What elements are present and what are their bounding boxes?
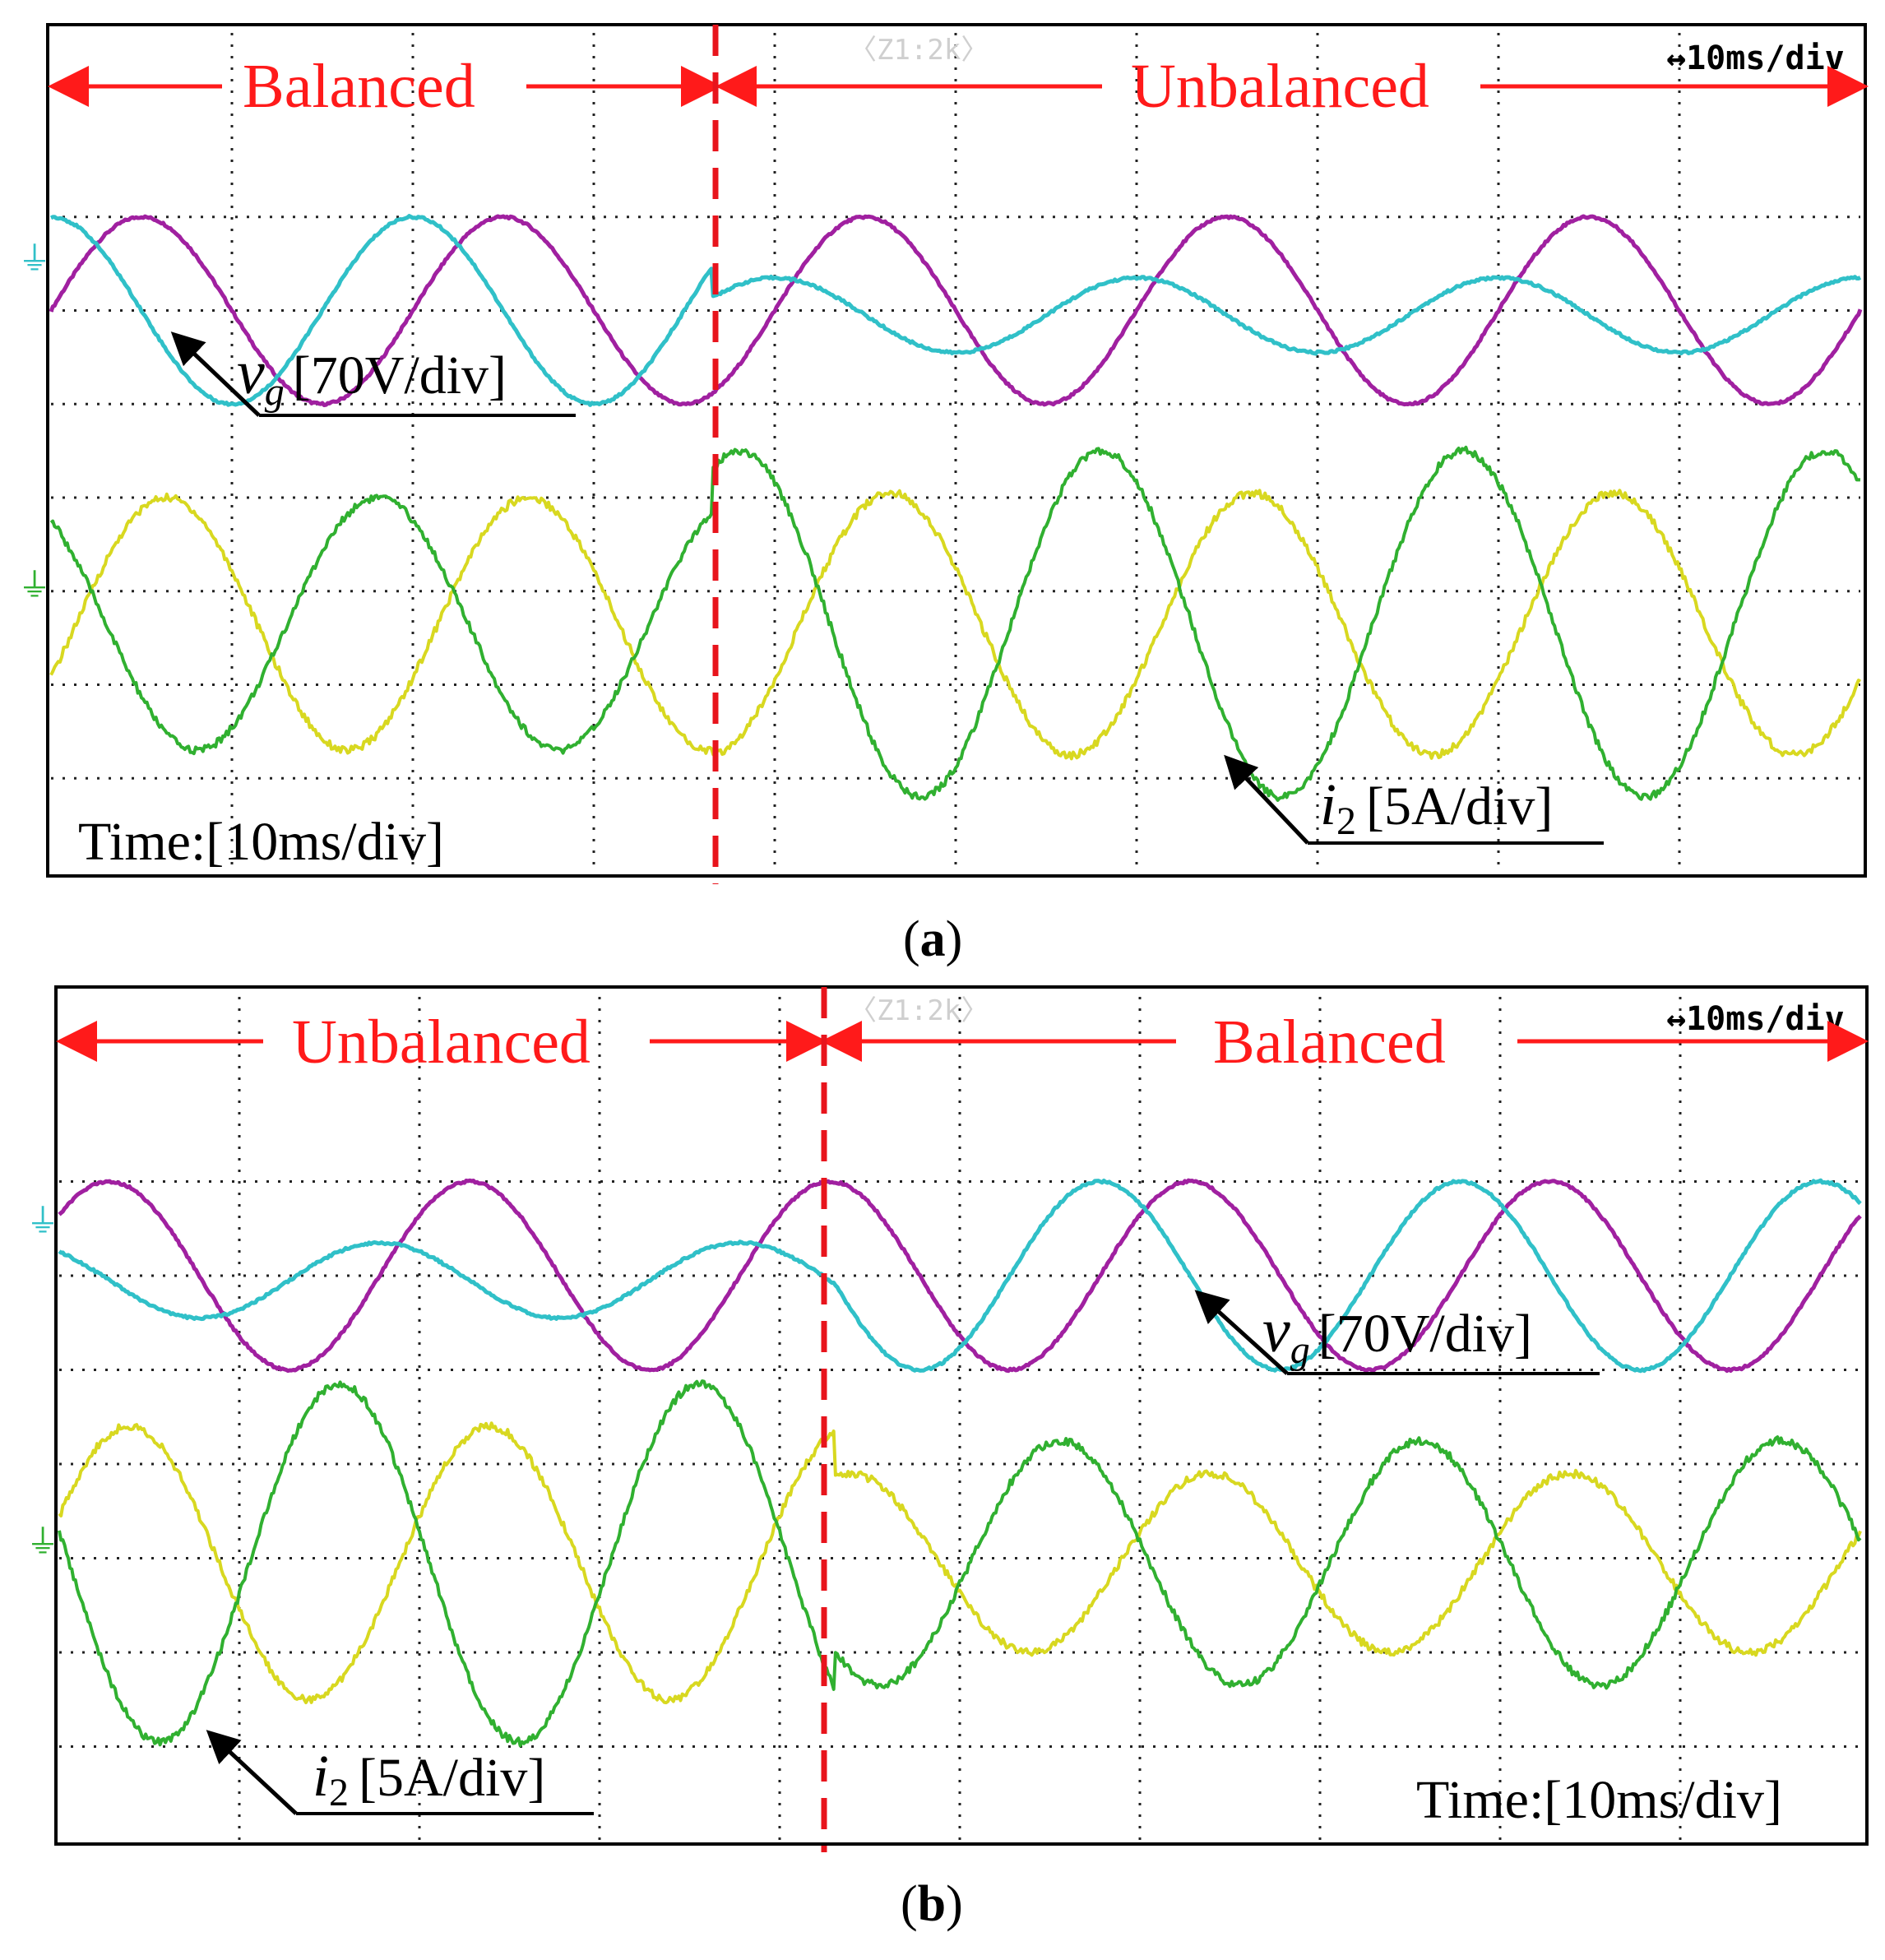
panel-a-vg-pointer	[170, 331, 261, 417]
panel-a-scale-header: ↔10ms/div	[1666, 39, 1845, 77]
panel-b: ⏚ ⏚ 〈Z1:2k〉 ↔10ms/div Unbalanced Balance…	[26, 985, 1869, 1852]
panel-b-ground-marker-voltage: ⏚	[26, 1202, 59, 1240]
panel-b-frame	[54, 985, 1869, 1846]
panel-b-zoom-header: 〈Z1:2k〉	[849, 994, 989, 1027]
panel-b-scale-header: ↔10ms/div	[1666, 1000, 1845, 1038]
panel-a-vg-label: vg [70V/div]	[237, 338, 507, 414]
panel-b-trace-vg-phase-1	[58, 1178, 1862, 1374]
panel-b-region-label-balanced: Balanced	[1213, 1008, 1446, 1077]
panel-a: ⏚ ⏚ 〈Z1:2k〉 ↔10ms/div Balanced Unbalance…	[18, 23, 1869, 884]
panel-a-ground-marker-current: ⏚	[18, 567, 51, 605]
panel-a-trace-vg-phase-2	[49, 214, 1862, 407]
panel-b-i2-label: i2 [5A/div]	[313, 1743, 545, 1814]
panel-a-grid	[51, 33, 1860, 872]
panel-a-region-label-unbalanced: Unbalanced	[1131, 52, 1429, 121]
panel-a-traces	[49, 214, 1863, 802]
panel-a-time-label: Time:[10ms/div]	[78, 812, 444, 872]
panel-a-ground-marker-voltage: ⏚	[18, 240, 51, 278]
panel-b-trace-vg-phase-2	[58, 1178, 1862, 1374]
panel-a-frame	[46, 23, 1867, 878]
panel-a-trace-i2-phase-1	[49, 489, 1862, 761]
panel-b-grid	[59, 997, 1860, 1841]
panel-b-trace-i2-phase-2	[58, 1379, 1862, 1748]
panel-a-trace-i2-phase-2	[49, 445, 1861, 802]
panel-a-trace-vg-phase-1	[49, 214, 1863, 408]
panel-b-time-label: Time:[10ms/div]	[1416, 1770, 1782, 1830]
panel-a-zoom-header: 〈Z1:2k〉	[849, 34, 989, 67]
panel-a-caption: (a)	[903, 911, 962, 967]
panel-a-i2-label: i2 [5A/div]	[1320, 771, 1553, 843]
panel-a-i2-pointer	[1224, 754, 1309, 845]
panel-b-region-label-unbalanced: Unbalanced	[292, 1008, 591, 1077]
panel-b-vg-label: vg [70V/div]	[1262, 1296, 1532, 1372]
panel-b-trace-i2-phase-1	[58, 1421, 1862, 1705]
panel-b-vg-pointer	[1194, 1290, 1289, 1375]
panel-b-ground-marker-current: ⏚	[26, 1523, 59, 1561]
panel-b-traces	[58, 1178, 1862, 1748]
panel-b-i2-pointer	[206, 1730, 298, 1815]
panel-b-caption: (b)	[901, 1876, 963, 1932]
panel-a-region-label-balanced: Balanced	[243, 52, 475, 121]
